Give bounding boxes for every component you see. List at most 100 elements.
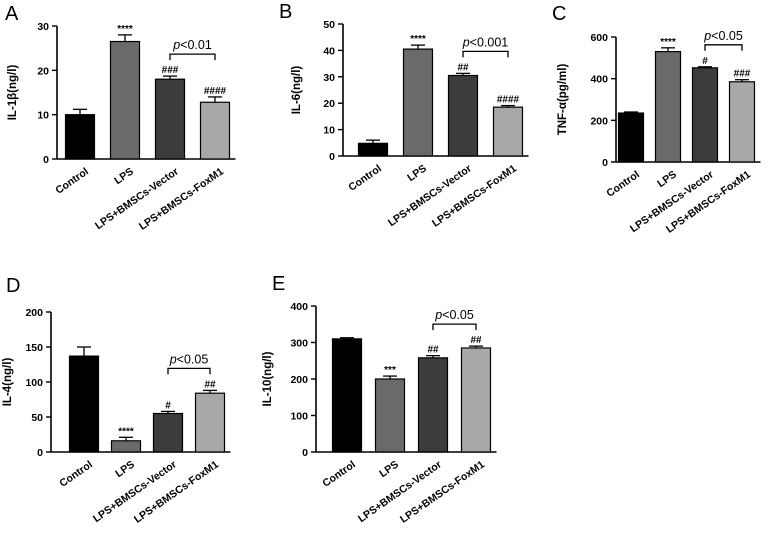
significance-label: **** (117, 24, 133, 35)
category-label: LPS (113, 459, 137, 481)
p-value-text: <0.01 (180, 38, 212, 52)
significance-label: #### (204, 86, 227, 97)
y-tick-label: 20 (37, 65, 49, 77)
bar-lps-bmscs-foxm1 (728, 81, 756, 163)
panel-d: DIL-4(ng/l)050100150200Control****LPS#LP… (2, 275, 231, 526)
y-tick-label: 0 (43, 154, 49, 166)
p-value-label: p<0.05 (169, 352, 209, 366)
p-value-text: <0.05 (177, 352, 209, 366)
bar-lps (654, 50, 682, 163)
panel-c: CTNF-α(pg/ml)0200400600Control****LPS#LP… (552, 3, 761, 236)
p-value-label: p<0.05 (703, 29, 743, 43)
y-axis-label: IL-6(ng/l) (291, 66, 303, 115)
significance-label: **** (660, 37, 676, 48)
p-symbol: p (703, 29, 711, 43)
significance-label: # (165, 400, 171, 411)
y-axis-label: IL-1β(ng/l) (7, 65, 19, 121)
significance-label: ## (457, 62, 469, 73)
bar-control (331, 338, 363, 453)
y-tick-label: 200 (290, 374, 308, 386)
p-value-text: <0.05 (442, 308, 474, 322)
significance-label: **** (118, 426, 134, 437)
y-tick-label: 20 (323, 98, 335, 110)
significance-label: **** (410, 34, 426, 45)
comparison-bracket (462, 50, 509, 58)
bar-lps (374, 378, 406, 453)
panel-letter: B (279, 1, 292, 23)
y-axis-label: IL-10(ng/l) (262, 351, 274, 406)
y-tick-label: 0 (37, 447, 43, 459)
y-tick-label: 0 (302, 447, 308, 459)
y-tick-label: 30 (323, 72, 335, 84)
category-label: LPS (655, 169, 679, 191)
bar-lps (109, 40, 141, 160)
comparison-bracket (169, 53, 216, 61)
y-tick-label: 50 (31, 412, 43, 424)
panel-a: A IL-1β(ng/l) 0 10 20 30 Control **** LPS ### LPS+… (5, 3, 236, 233)
comparison-bracket (704, 44, 743, 51)
bar-lps-bmscs-vector (152, 412, 184, 453)
bar-lps-bmscs-vector (691, 67, 719, 163)
bar-lps-bmscs-foxm1 (194, 392, 226, 453)
category-label: Control (57, 458, 95, 489)
p-symbol: p (172, 38, 180, 52)
category-label: LPS (112, 166, 136, 188)
category-label: LPS+BMSCs-FoxM1 (430, 162, 519, 229)
y-tick-label: 100 (290, 411, 308, 423)
significance-label: ## (204, 379, 216, 390)
bar-lps-bmscs-vector (417, 357, 449, 453)
significance-label: #### (497, 95, 520, 106)
bar-control (357, 142, 389, 157)
y-tick-label: 400 (590, 74, 608, 86)
category-label: LPS+BMSCs-FoxM1 (137, 165, 226, 232)
bar-lps-bmscs-vector (447, 74, 479, 157)
bar-control (64, 114, 96, 160)
p-value-text: <0.001 (470, 35, 509, 49)
y-tick-label: 200 (590, 115, 608, 127)
comparison-bracket (167, 367, 211, 375)
p-value-label: p<0.001 (462, 35, 509, 49)
bar-lps (110, 440, 142, 453)
p-symbol: p (434, 308, 442, 322)
p-value-text: <0.05 (711, 29, 743, 43)
panel-letter: C (552, 3, 566, 25)
bar-lps-bmscs-foxm1 (492, 106, 524, 157)
category-label: LPS (377, 459, 401, 481)
p-value-label: p<0.05 (434, 308, 474, 322)
significance-label: ### (162, 65, 179, 76)
category-label: Control (320, 458, 358, 489)
bar-lps (402, 48, 434, 157)
y-tick-label: 30 (37, 21, 49, 33)
y-tick-label: 40 (323, 45, 335, 57)
y-tick-label: 10 (37, 110, 49, 122)
bar-control (68, 355, 100, 453)
panel-b: B IL-6(ng/l) 0 10 20 30 40 50 Control **** LPS ## LP… (279, 1, 529, 230)
significance-label: *** (384, 365, 396, 376)
y-axis-label: IL-4(ng/l) (2, 358, 14, 407)
category-label: Control (604, 168, 642, 199)
panel-letter: A (5, 3, 19, 25)
y-tick-label: 150 (25, 342, 43, 354)
significance-label: ## (470, 335, 482, 346)
panel-letter: E (272, 273, 285, 295)
bar-lps-bmscs-foxm1 (460, 347, 492, 453)
bar-lps-bmscs-vector (154, 78, 186, 160)
p-symbol: p (169, 352, 177, 366)
p-symbol: p (462, 35, 470, 49)
y-tick-label: 600 (590, 32, 608, 44)
panel-letter: D (6, 275, 20, 297)
significance-label: ### (734, 69, 751, 80)
y-tick-label: 10 (323, 125, 335, 137)
comparison-bracket (432, 323, 477, 331)
y-tick-label: 300 (290, 338, 308, 350)
y-tick-label: 400 (290, 301, 308, 313)
y-tick-label: 0 (329, 151, 335, 163)
significance-label: # (702, 56, 708, 67)
category-label: Control (346, 162, 384, 193)
bar-control (617, 112, 645, 163)
y-axis-label: TNF-α(pg/ml) (557, 64, 569, 136)
y-tick-label: 100 (25, 377, 43, 389)
panel-e: E IL-10(ng/l) 0 100 200 300 400 Control *** LPS ##… (262, 273, 497, 526)
y-tick-label: 0 (602, 157, 608, 169)
